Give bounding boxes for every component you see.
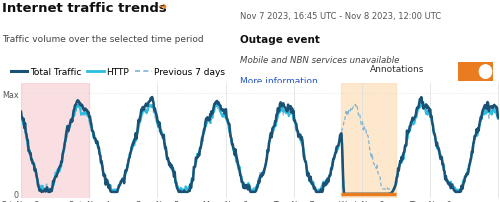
- Text: More information: More information: [240, 77, 318, 85]
- Text: Mobile and NBN services unavailable: Mobile and NBN services unavailable: [240, 56, 400, 65]
- Text: Internet traffic trends: Internet traffic trends: [2, 2, 167, 15]
- Legend: Total Traffic, HTTP, Previous 7 days: Total Traffic, HTTP, Previous 7 days: [7, 64, 229, 80]
- Circle shape: [480, 65, 492, 79]
- Text: Traffic volume over the selected time period: Traffic volume over the selected time pe…: [2, 34, 204, 43]
- Text: ➜: ➜: [158, 2, 167, 12]
- Bar: [21, 84, 89, 198]
- Text: Outage event: Outage event: [240, 35, 320, 45]
- Text: Nov 7 2023, 16:45 UTC - Nov 8 2023, 12:00 UTC: Nov 7 2023, 16:45 UTC - Nov 8 2023, 12:0…: [240, 12, 441, 20]
- Bar: [342, 84, 396, 198]
- Text: Annotations: Annotations: [370, 65, 424, 74]
- FancyBboxPatch shape: [453, 60, 497, 85]
